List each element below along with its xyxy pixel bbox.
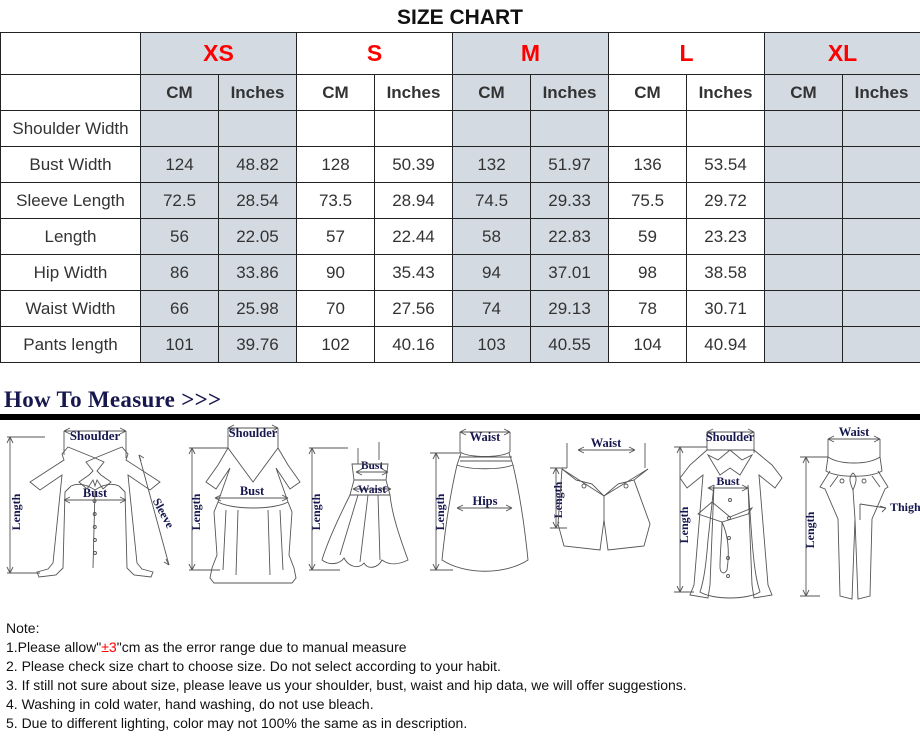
svg-text:Waist: Waist [470, 430, 501, 444]
svg-text:Hips: Hips [472, 494, 497, 508]
svg-text:Sleeve: Sleeve [150, 496, 178, 531]
svg-text:Shoulder: Shoulder [70, 428, 121, 443]
svg-text:Waist: Waist [358, 484, 386, 496]
svg-text:Bust: Bust [240, 484, 265, 498]
svg-text:Length: Length [803, 511, 817, 548]
svg-text:Length: Length [189, 493, 203, 530]
svg-text:Waist: Waist [839, 425, 870, 439]
svg-text:Shoulder: Shoulder [706, 430, 755, 444]
svg-text:Bust: Bust [716, 474, 739, 488]
svg-text:Thigh: Thigh [890, 500, 920, 514]
svg-text:Length: Length [551, 481, 565, 518]
svg-text:Length: Length [9, 493, 23, 530]
svg-text:Waist: Waist [591, 436, 622, 450]
svg-text:Length: Length [433, 493, 447, 530]
svg-text:Bust: Bust [361, 460, 384, 472]
svg-text:Length: Length [677, 506, 691, 543]
svg-text:Shoulder: Shoulder [229, 426, 278, 440]
svg-text:Length: Length [309, 493, 323, 530]
